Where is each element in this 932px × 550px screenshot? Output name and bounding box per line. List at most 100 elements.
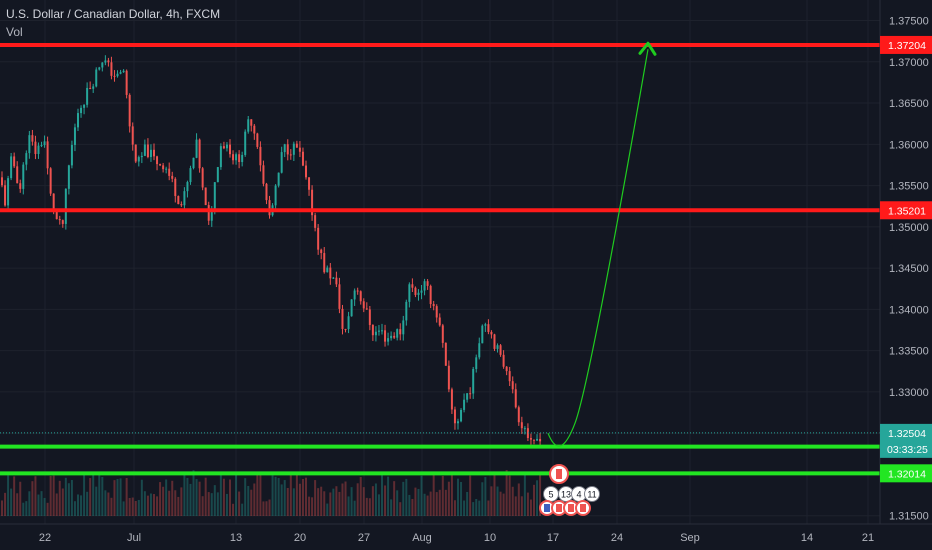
volume-bar — [180, 487, 183, 516]
volume-bar — [447, 481, 450, 516]
candle-body — [393, 335, 396, 338]
volume-bar — [222, 478, 225, 516]
time-axis[interactable]: 22 Jul 13 20 27 Aug 10 17 24 Sep 14 21 — [39, 532, 874, 544]
time-tick-label: 21 — [862, 532, 874, 544]
volume-bar — [201, 496, 204, 516]
volume-bar — [365, 497, 368, 516]
time-tick-label: 14 — [801, 532, 813, 544]
price-tick-label: 1.34500 — [889, 263, 929, 275]
candle-body — [89, 87, 92, 89]
volume-bar — [308, 496, 311, 516]
volume-indicator-label[interactable]: Vol — [6, 25, 23, 39]
candle-body — [457, 421, 459, 424]
candle-body — [49, 168, 52, 194]
candle-body — [122, 70, 125, 73]
volume-bar — [28, 491, 31, 516]
candle-body — [119, 72, 122, 74]
event-layer[interactable]: 5 13 4 11 — [539, 464, 600, 516]
volume-bar — [67, 483, 70, 516]
candle-body — [37, 145, 40, 155]
volume-bar — [122, 501, 125, 516]
price-tick-label: 1.35500 — [889, 181, 929, 193]
event-flag-canada-icon[interactable] — [549, 464, 569, 484]
volume-bar — [46, 502, 49, 516]
volume-bar — [195, 479, 198, 516]
candle-body — [92, 86, 95, 89]
candle-body — [301, 151, 304, 166]
volume-bar — [159, 482, 162, 516]
candle-body — [399, 329, 402, 335]
candle-body — [259, 146, 262, 166]
level-layer[interactable] — [0, 42, 880, 476]
volume-bar — [265, 501, 268, 516]
event-flag-canada-icon[interactable] — [575, 500, 591, 516]
volume-bar — [317, 488, 320, 516]
volume-bar — [31, 481, 34, 516]
candle-body — [371, 324, 374, 336]
price-tick-label: 1.36000 — [889, 139, 929, 151]
volume-bar — [89, 478, 92, 516]
volume-bar — [238, 491, 241, 516]
candle-body — [86, 87, 89, 105]
volume-bar — [414, 487, 417, 516]
time-tick-label: Sep — [680, 532, 700, 544]
candle-body — [505, 366, 508, 372]
volume-bar — [420, 475, 423, 516]
candle-body — [338, 284, 341, 309]
volume-bar — [511, 486, 514, 516]
event-count-badge[interactable]: 11 — [584, 486, 600, 502]
volume-bar — [311, 497, 314, 516]
candle-body — [146, 144, 149, 158]
projection-layer[interactable] — [547, 41, 657, 447]
volume-bar — [107, 492, 110, 516]
volume-bar — [229, 479, 231, 516]
volume-bar — [520, 496, 523, 516]
event-count-badge[interactable]: 5 — [543, 486, 559, 502]
candle-body — [377, 330, 380, 332]
candle-body — [289, 154, 292, 156]
volume-bar — [423, 493, 426, 516]
volume-bar — [165, 479, 168, 516]
volume-bar — [280, 484, 283, 516]
candle-body — [314, 215, 317, 228]
candle-body — [207, 205, 210, 221]
volume-bar — [204, 477, 207, 516]
volume-bar — [341, 483, 344, 516]
volume-bar — [134, 500, 137, 516]
candle-body — [104, 60, 107, 63]
price-tick-label: 1.36500 — [889, 98, 929, 110]
volume-bar — [457, 478, 459, 516]
candle-body — [134, 144, 137, 162]
candle-body — [402, 320, 405, 335]
candle-body — [219, 146, 222, 168]
volume-bar — [37, 494, 40, 516]
volume-bar — [247, 485, 250, 516]
volume-bar — [256, 474, 259, 516]
volume-bar — [377, 494, 380, 516]
candle-body — [414, 287, 417, 295]
volume-bar — [40, 491, 43, 516]
volume-bar — [274, 476, 277, 516]
candle-body — [463, 399, 466, 410]
price-tick-label: 1.37000 — [889, 57, 929, 69]
volume-bar — [539, 473, 542, 516]
candle-body — [493, 334, 496, 349]
candle-body — [73, 127, 76, 145]
resistance-price-badge — [880, 201, 932, 220]
volume-bar — [493, 471, 496, 516]
candle-body — [286, 144, 289, 155]
projection-curve[interactable] — [547, 49, 649, 447]
volume-bar — [469, 475, 472, 516]
volume-bar — [80, 495, 83, 516]
chart-title: U.S. Dollar / Canadian Dollar, 4h, FXCM — [6, 7, 221, 21]
volume-bar — [198, 481, 201, 516]
volume-bar — [49, 475, 52, 516]
volume-bar — [58, 480, 61, 516]
candle-body — [408, 284, 411, 302]
volume-bar — [116, 478, 119, 516]
volume-bar — [347, 496, 350, 516]
candle-body — [70, 144, 73, 166]
candle-body — [533, 439, 535, 441]
